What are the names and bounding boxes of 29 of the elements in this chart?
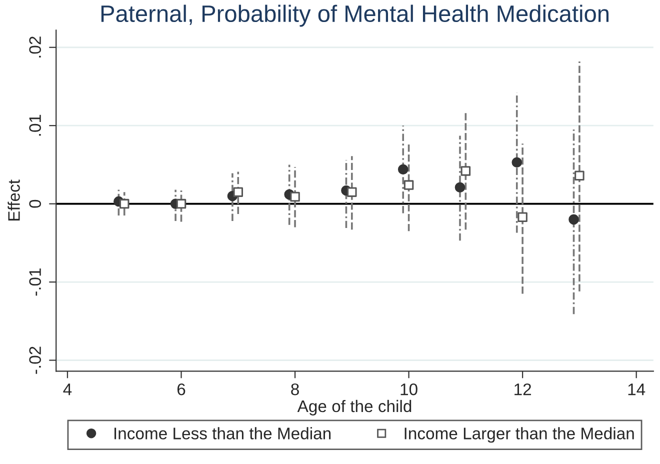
legend-label: Income Less than the Median [114,427,331,440]
x-axis-title: Age of the child [297,400,412,416]
point [347,187,357,197]
point [233,187,244,197]
y-axis-title: Effect [8,180,20,220]
x-tick-label: 4 [63,384,72,396]
y-tick-label: -.01 [29,268,41,296]
point [290,192,300,202]
x-tick-label: 8 [291,383,299,396]
point [119,198,130,209]
point [454,182,466,193]
legend-label: Income Larger than the Median [404,427,634,443]
x-tick-label: 12 [514,383,531,396]
y-tick-label: 0 [29,200,41,208]
chart-title: Paternal, Probability of Mental Health Medication [101,4,608,27]
point [512,157,522,168]
point [568,214,579,225]
point [404,180,414,190]
x-tick-label: 14 [628,384,646,396]
point [518,212,528,222]
y-tick-label: .02 [29,36,41,58]
point [176,198,186,209]
point [574,170,584,181]
point [460,166,471,176]
y-tick-label: .01 [29,114,41,136]
y-tick-label: -.02 [29,346,41,374]
x-tick-label: 10 [400,383,418,396]
x-tick-label: 6 [177,383,186,396]
point [398,164,408,175]
